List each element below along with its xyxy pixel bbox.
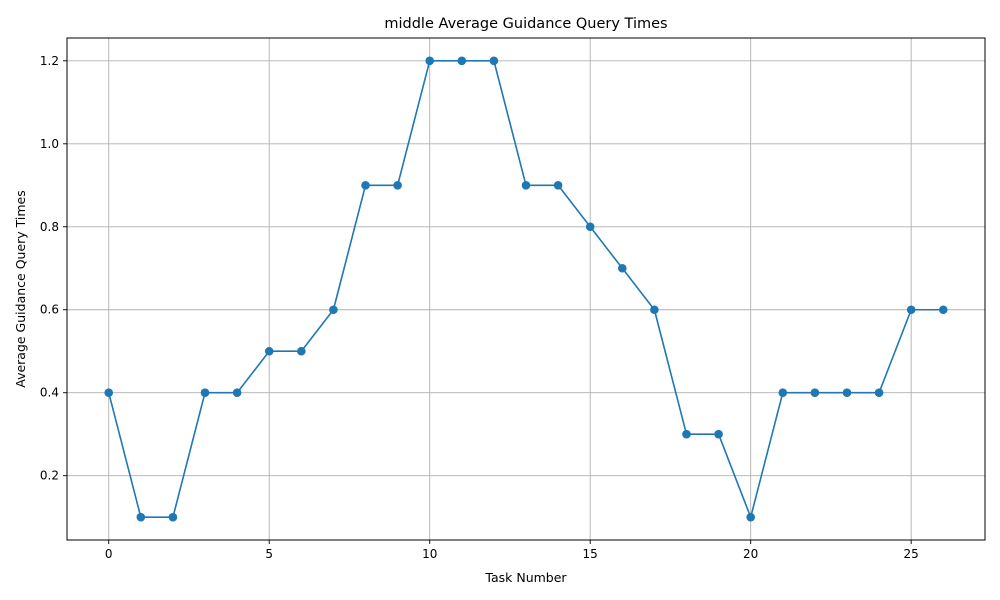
data-point bbox=[585, 222, 595, 232]
y-axis: 0.2 0.4 0.6 0.8 1.0 1.2 bbox=[40, 54, 67, 483]
data-point bbox=[746, 512, 755, 522]
data-point bbox=[874, 388, 884, 398]
data-point bbox=[297, 346, 306, 356]
data-point bbox=[521, 180, 531, 190]
data-point bbox=[200, 388, 210, 398]
data-point bbox=[778, 388, 788, 398]
grid bbox=[67, 38, 985, 540]
data-point bbox=[104, 388, 114, 398]
data-point bbox=[650, 305, 659, 315]
data-point bbox=[264, 346, 274, 356]
data-point bbox=[682, 429, 691, 439]
y-tick-label: 0.8 bbox=[40, 220, 59, 234]
y-tick-label: 0.6 bbox=[40, 303, 59, 317]
y-tick-label: 1.0 bbox=[40, 137, 59, 151]
x-tick-label: 25 bbox=[904, 547, 919, 561]
data-point bbox=[842, 388, 852, 398]
data-point bbox=[938, 305, 948, 315]
y-axis-label: Average Guidance Query Times bbox=[13, 190, 28, 388]
data-point bbox=[232, 388, 242, 398]
x-axis: 0 5 10 15 20 25 bbox=[105, 540, 919, 561]
chart-title: middle Average Guidance Query Times bbox=[384, 16, 667, 32]
x-tick-label: 15 bbox=[583, 547, 598, 561]
data-point bbox=[457, 56, 467, 66]
x-tick-label: 10 bbox=[422, 547, 437, 561]
y-tick-label: 0.2 bbox=[40, 469, 59, 483]
data-point bbox=[136, 512, 146, 522]
data-point bbox=[168, 512, 178, 522]
data-point bbox=[617, 263, 627, 273]
x-axis-label: Task Number bbox=[484, 570, 567, 585]
y-tick-label: 1.2 bbox=[40, 54, 59, 68]
data-point bbox=[489, 56, 499, 66]
x-tick-label: 0 bbox=[105, 547, 113, 561]
plot-frame bbox=[66, 37, 986, 541]
data-point bbox=[329, 305, 338, 315]
data-point bbox=[810, 388, 820, 398]
data-point bbox=[361, 180, 370, 190]
data-point bbox=[425, 56, 435, 66]
data-point bbox=[393, 180, 402, 190]
data-point bbox=[553, 180, 563, 190]
x-tick-label: 5 bbox=[265, 547, 273, 561]
x-tick-label: 20 bbox=[743, 547, 758, 561]
series-line bbox=[107, 60, 944, 518]
data-point bbox=[906, 305, 916, 315]
series-layer bbox=[104, 56, 948, 522]
y-tick-label: 0.4 bbox=[40, 386, 59, 400]
data-point bbox=[714, 429, 723, 439]
